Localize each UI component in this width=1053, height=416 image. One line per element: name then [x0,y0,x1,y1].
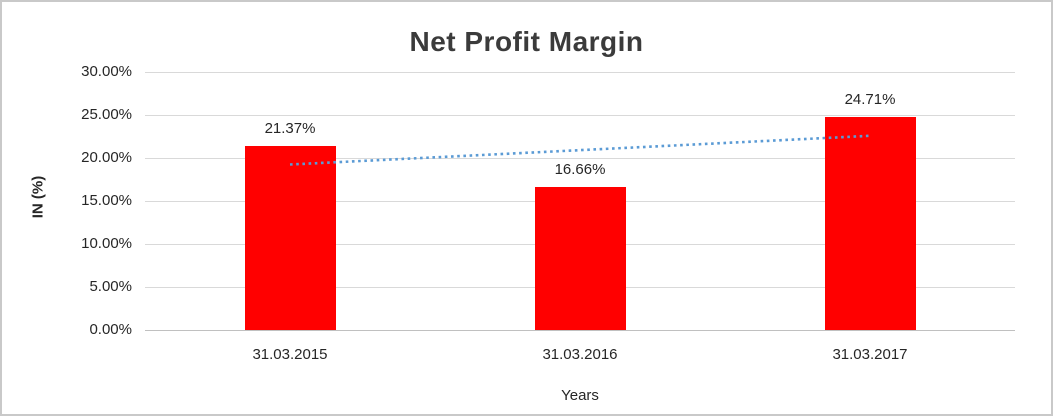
y-axis-tick-label: 0.00% [89,321,132,338]
x-axis-category-label: 31.03.2016 [542,346,618,363]
gridline [145,330,1015,331]
y-axis-tick-label: 15.00% [81,192,132,209]
bar-value-label: 16.66% [554,160,606,178]
bar-31.03.2016 [534,186,626,330]
bar-31.03.2017 [824,117,916,330]
y-axis-tick-label: 10.00% [81,235,132,252]
y-axis-tick-label: 30.00% [81,63,132,80]
x-axis-title: Years [561,387,599,404]
bar-value-label: 21.37% [264,120,316,138]
chart-title: Net Profit Margin [409,26,644,57]
gridline [145,115,1015,116]
bar-31.03.2015 [244,146,336,330]
bar-value-label: 24.71% [844,91,896,109]
x-axis-category-label: 31.03.2015 [252,346,328,363]
gridline [145,72,1015,73]
y-axis-tick-label: 5.00% [89,278,132,295]
y-axis-tick-label: 20.00% [81,149,132,166]
y-axis-tick-label: 25.00% [81,106,132,123]
x-axis-category-label: 31.03.2017 [832,346,908,363]
